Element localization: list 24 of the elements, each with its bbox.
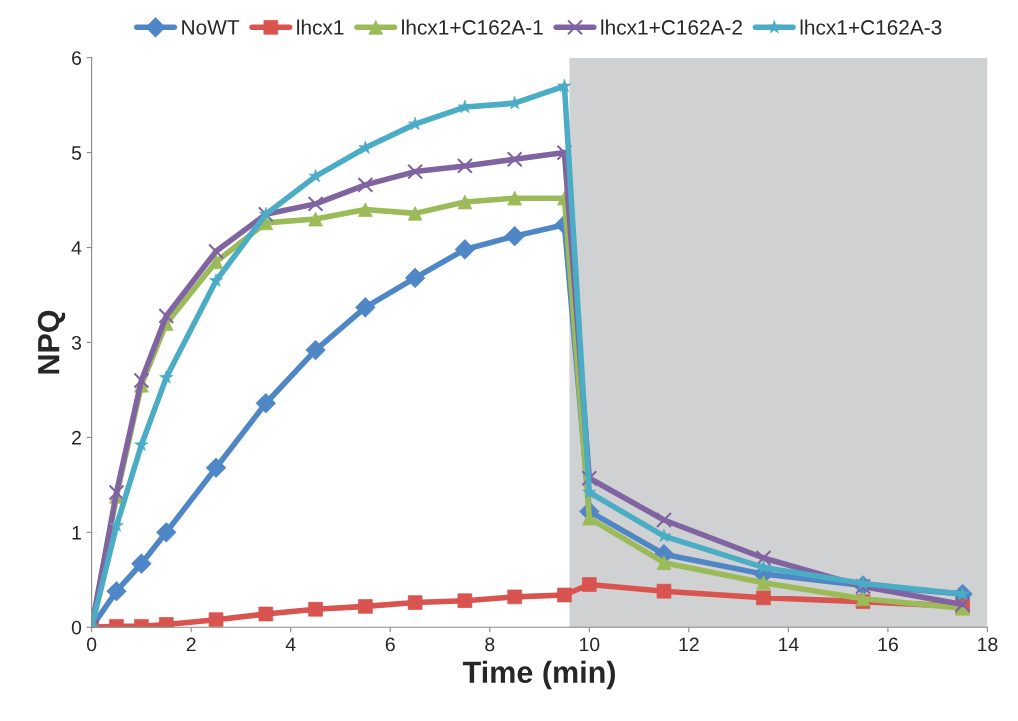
legend-label: lhcx1 (297, 19, 344, 35)
y-tick-label: 6 (72, 51, 82, 65)
x-tick-label: 2 (186, 637, 196, 652)
legend-label: NoWT (182, 20, 240, 35)
x-tick-label: 12 (679, 637, 699, 652)
x-tick-label: 16 (878, 637, 898, 652)
x-tick-label: 10 (579, 637, 600, 652)
y-tick-label: 4 (71, 241, 82, 255)
y-tick-label: 2 (72, 430, 81, 445)
x-tick-label: 18 (978, 637, 998, 652)
x-tick-label: 14 (779, 637, 799, 652)
y-tick-label: 5 (71, 146, 82, 160)
y-tick-label: 1 (72, 526, 81, 540)
y-tick-label: 3 (71, 335, 82, 350)
x-tick-label: 0 (86, 637, 97, 652)
legend-label: lhcx1+C162A-1 (402, 19, 543, 35)
legend-label: lhcx1+C162A-3 (800, 19, 942, 35)
y-axis-title: NPQ (37, 310, 66, 374)
x-tick-label: 8 (485, 637, 495, 652)
x-tick-label: 4 (285, 637, 296, 652)
y-tick-label: 0 (71, 620, 82, 635)
x-tick-label: 6 (385, 637, 395, 652)
legend-label: lhcx1+C162A-2 (601, 19, 742, 35)
x-axis-title: Time (min) (462, 660, 615, 690)
